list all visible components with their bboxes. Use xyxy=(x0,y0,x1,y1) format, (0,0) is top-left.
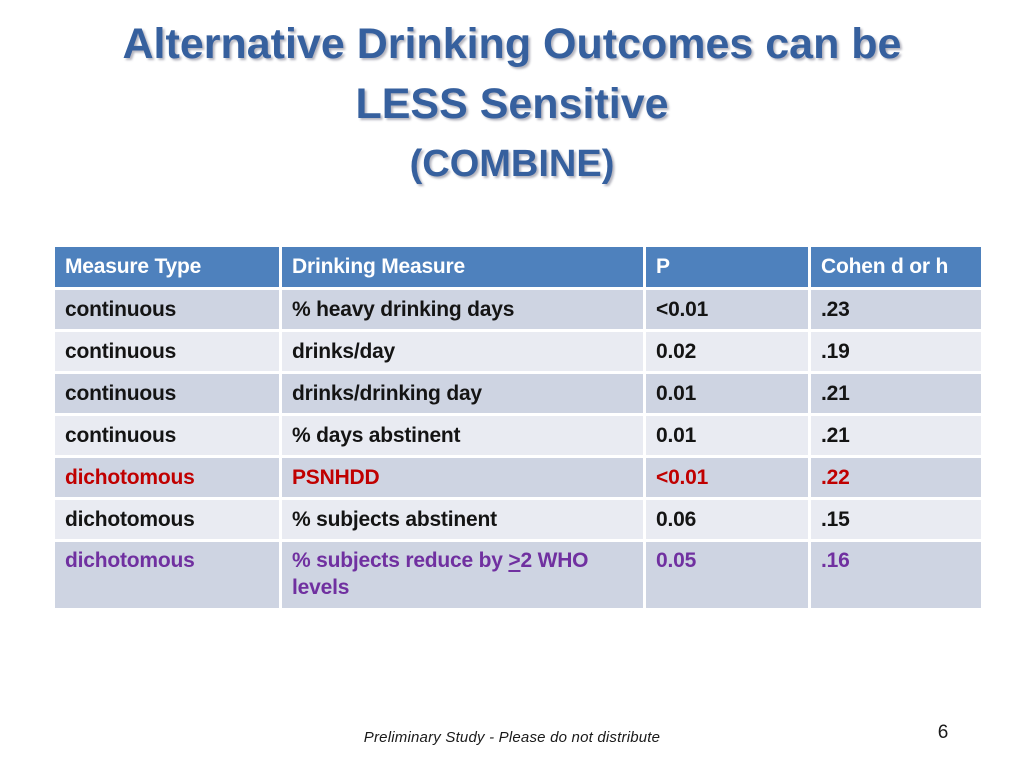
cell-measure-type: continuous xyxy=(55,416,279,455)
outcomes-table: Measure Type Drinking Measure P Cohen d … xyxy=(55,247,981,608)
cell-p-value: 0.02 xyxy=(646,332,808,371)
cell-cohen-value: .22 xyxy=(811,458,981,497)
cell-drinking-measure: PSNHDD xyxy=(282,458,643,497)
cell-measure-type: continuous xyxy=(55,374,279,413)
cell-measure-type: continuous xyxy=(55,332,279,371)
cell-drinking-measure: % subjects reduce by >2 WHO levels xyxy=(282,542,643,608)
cell-drinking-measure: % subjects abstinent xyxy=(282,500,643,539)
column-header-drinking-measure: Drinking Measure xyxy=(282,247,643,287)
column-header-p: P xyxy=(646,247,808,287)
cell-cohen-value: .21 xyxy=(811,416,981,455)
cell-p-value: 0.05 xyxy=(646,542,808,608)
cell-drinking-measure: % heavy drinking days xyxy=(282,290,643,329)
cell-measure-type: dichotomous xyxy=(55,500,279,539)
column-header-measure-type: Measure Type xyxy=(55,247,279,287)
column-header-cohen: Cohen d or h xyxy=(811,247,981,287)
measure-text-prefix: % subjects reduce by xyxy=(292,549,509,572)
cell-cohen-value: .16 xyxy=(811,542,981,608)
title-line-2: LESS Sensitive xyxy=(355,80,669,128)
cell-cohen-value: .23 xyxy=(811,290,981,329)
cell-measure-type: dichotomous xyxy=(55,458,279,497)
cell-measure-type: dichotomous xyxy=(55,542,279,608)
cell-measure-type: continuous xyxy=(55,290,279,329)
cell-p-value: 0.01 xyxy=(646,374,808,413)
cell-p-value: <0.01 xyxy=(646,458,808,497)
cell-drinking-measure: drinks/day xyxy=(282,332,643,371)
cell-cohen-value: .21 xyxy=(811,374,981,413)
cell-drinking-measure: drinks/drinking day xyxy=(282,374,643,413)
greater-equal-symbol: > xyxy=(508,549,521,572)
page-number: 6 xyxy=(937,722,949,743)
footer-note: Preliminary Study - Please do not distri… xyxy=(363,729,661,746)
cell-p-value: <0.01 xyxy=(646,290,808,329)
page-title: Alternative Drinking Outcomes can be LES… xyxy=(0,14,1024,194)
title-line-1: Alternative Drinking Outcomes can be xyxy=(122,20,902,68)
cell-cohen-value: .19 xyxy=(811,332,981,371)
cell-p-value: 0.06 xyxy=(646,500,808,539)
cell-drinking-measure: % days abstinent xyxy=(282,416,643,455)
title-line-3: (COMBINE) xyxy=(409,143,615,185)
measure-text-suffix: 2 WHO levels xyxy=(292,549,589,599)
cell-p-value: 0.01 xyxy=(646,416,808,455)
cell-cohen-value: .15 xyxy=(811,500,981,539)
